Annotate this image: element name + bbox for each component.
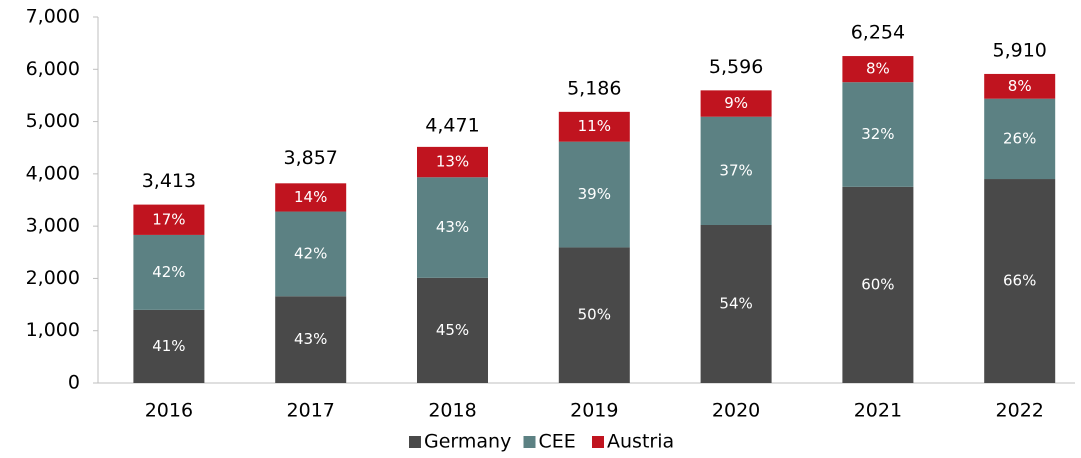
bar-segment bbox=[842, 82, 914, 187]
bar-segment bbox=[984, 73, 1056, 99]
bar-segment bbox=[133, 204, 205, 235]
y-tick-label: 2,000 bbox=[26, 267, 80, 289]
y-tick-label: 4,000 bbox=[26, 162, 80, 184]
total-label: 5,596 bbox=[709, 56, 763, 78]
segment-label: 32% bbox=[861, 125, 894, 143]
x-tick-label: 2020 bbox=[712, 400, 760, 422]
segment-label: 42% bbox=[294, 244, 327, 262]
bar-segment bbox=[842, 56, 914, 83]
bar-segment bbox=[700, 116, 772, 225]
legend-swatch bbox=[523, 436, 536, 448]
bar-segment bbox=[133, 234, 205, 310]
x-tick-label: 2017 bbox=[287, 400, 335, 422]
bar-segment bbox=[275, 183, 347, 212]
x-tick-label: 2016 bbox=[145, 400, 193, 422]
bar-segment bbox=[417, 146, 488, 178]
bar-segment bbox=[700, 90, 772, 117]
total-label: 5,910 bbox=[992, 39, 1046, 61]
segment-label: 17% bbox=[152, 210, 185, 228]
y-tick-label: 3,000 bbox=[26, 215, 80, 237]
legend-swatch bbox=[592, 436, 604, 448]
x-tick-label: 2022 bbox=[996, 400, 1044, 422]
bar-segment bbox=[133, 309, 205, 383]
legend-label: CEE bbox=[539, 431, 576, 453]
y-tick-label: 1,000 bbox=[26, 319, 80, 341]
bar-segment bbox=[984, 179, 1056, 383]
y-tick-label: 5,000 bbox=[26, 110, 80, 132]
x-tick-label: 2019 bbox=[570, 400, 618, 422]
legend-swatch bbox=[409, 436, 421, 448]
segment-label: 54% bbox=[719, 294, 752, 312]
x-tick-label: 2018 bbox=[428, 400, 476, 422]
bar-segment bbox=[417, 277, 488, 383]
segment-label: 43% bbox=[294, 330, 327, 348]
bar-segment bbox=[558, 111, 630, 142]
segment-label: 45% bbox=[436, 321, 469, 339]
segment-label: 39% bbox=[578, 185, 611, 203]
segment-label: 66% bbox=[1003, 272, 1036, 290]
segment-label: 60% bbox=[861, 275, 894, 293]
bar-segment bbox=[275, 211, 347, 297]
x-tick-label: 2021 bbox=[854, 400, 902, 422]
segment-label: 50% bbox=[578, 306, 611, 324]
segment-label: 13% bbox=[436, 153, 469, 171]
bar-segment bbox=[558, 141, 630, 248]
legend-label: Germany bbox=[424, 431, 511, 453]
total-label: 4,471 bbox=[425, 115, 479, 137]
segment-label: 8% bbox=[866, 60, 890, 78]
total-label: 3,857 bbox=[283, 147, 337, 169]
y-tick-label: 0 bbox=[68, 372, 80, 394]
legend-label: Austria bbox=[607, 431, 674, 453]
segment-label: 41% bbox=[152, 337, 185, 355]
bar-segment bbox=[558, 247, 630, 383]
bar-segment bbox=[275, 296, 347, 383]
total-label: 5,186 bbox=[567, 77, 621, 99]
segment-label: 9% bbox=[724, 94, 748, 112]
bar-segment bbox=[700, 224, 772, 383]
bar-segment bbox=[417, 177, 488, 278]
bar-segment bbox=[842, 186, 914, 383]
total-label: 3,413 bbox=[142, 170, 196, 192]
bar-segment bbox=[984, 98, 1056, 180]
segment-label: 8% bbox=[1008, 77, 1032, 95]
segment-label: 11% bbox=[578, 117, 611, 135]
segment-label: 26% bbox=[1003, 129, 1036, 147]
total-label: 6,254 bbox=[851, 22, 905, 44]
segment-label: 37% bbox=[719, 161, 752, 179]
segment-label: 14% bbox=[294, 188, 327, 206]
segment-label: 42% bbox=[152, 263, 185, 281]
segment-label: 43% bbox=[436, 218, 469, 236]
y-tick-label: 7,000 bbox=[26, 6, 80, 28]
y-tick-label: 6,000 bbox=[26, 58, 80, 80]
